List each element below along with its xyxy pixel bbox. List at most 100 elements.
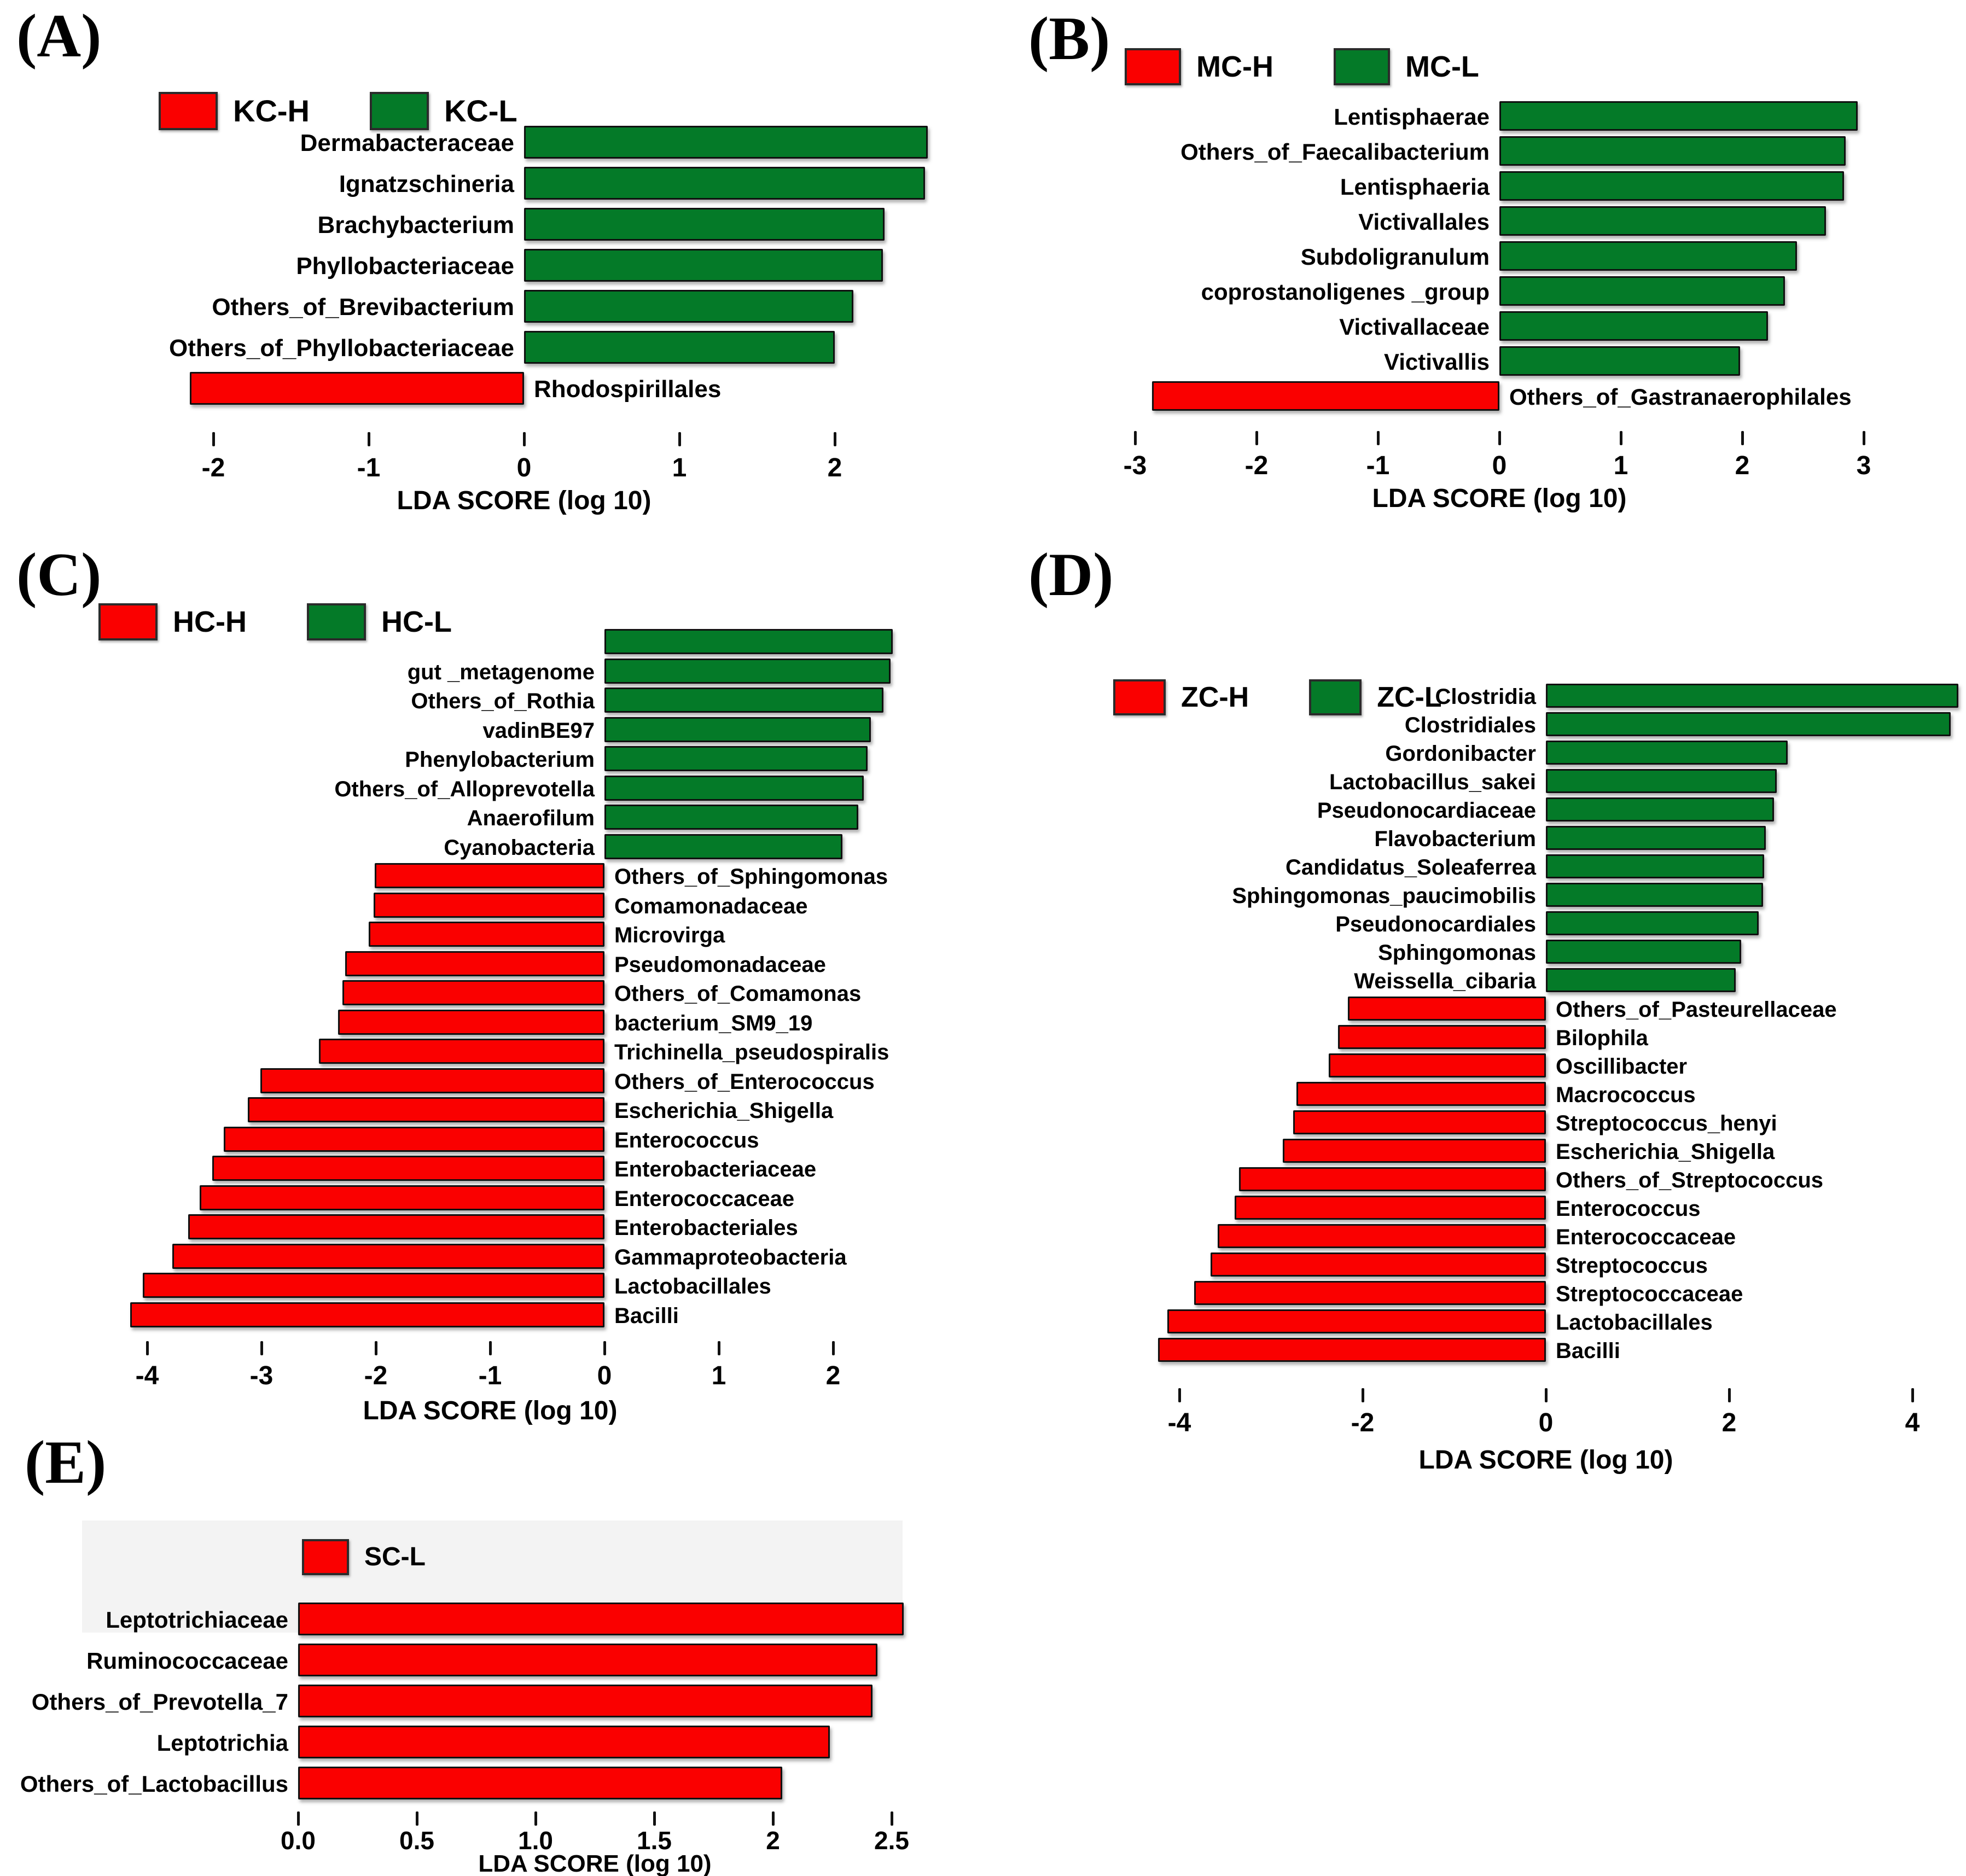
legend-label-MC-L: MC-L — [1405, 50, 1479, 83]
bar-label: Others_of_Sphingomonas — [614, 865, 888, 889]
bar-D-Bacilli — [1158, 1338, 1546, 1362]
bar-label: Dermabacteraceae — [300, 130, 514, 156]
bar-label: Enterococcaceae — [1556, 1225, 1736, 1249]
bar-D-Sphingomonas — [1546, 940, 1741, 964]
bar-B-Victivallales — [1499, 206, 1827, 236]
bar-C-gut _metagenome — [604, 658, 891, 684]
axis-tick-label: 0 — [516, 453, 532, 482]
legend-item-KC-L: KC-L — [369, 92, 517, 130]
bar-label: Weissella_cibaria — [1354, 969, 1536, 993]
legend-swatch-MC-L — [1333, 48, 1390, 85]
axis-tick-label: 0 — [1492, 451, 1507, 480]
axis-tick-label: -4 — [135, 1361, 159, 1390]
bar-A-Ignatzschineria — [524, 167, 925, 200]
bar-A-Others_of_Phyllobacteriaceae — [524, 331, 835, 364]
bar-label: Macrococcus — [1556, 1083, 1696, 1107]
bar-label: Others_of_Comamonas — [614, 982, 862, 1006]
legend-item-ZC-H: ZC-H — [1113, 679, 1249, 715]
legend-item-KC-H: KC-H — [159, 92, 310, 130]
legend-label-HC-H: HC-H — [173, 605, 247, 638]
axis-tick-label: 2 — [1735, 451, 1750, 480]
axis-title-E: LDA SCORE (log 10) — [478, 1850, 712, 1876]
bar-label: Ignatzschineria — [339, 171, 514, 197]
axis-tick-label: 0 — [1538, 1408, 1554, 1437]
bar-label: Others_of_Gastranaerophilales — [1509, 384, 1852, 410]
bar-label: Victivallis — [1383, 349, 1490, 375]
panel-letter-E: (E) — [25, 1429, 107, 1496]
axis-tick — [603, 1341, 606, 1355]
bar-label: Others_of_Prevotella_7 — [31, 1689, 288, 1715]
bar-D-Escherichia_Shigella — [1283, 1139, 1546, 1163]
bar-label: Oscillibacter — [1556, 1054, 1688, 1079]
axis-tick — [1544, 1388, 1548, 1402]
bar-label: Bilophila — [1556, 1026, 1648, 1050]
bar-D-Enterococcaceae — [1218, 1224, 1546, 1248]
bar-label: Escherichia_Shigella — [1556, 1140, 1775, 1164]
bar-label: Gordonibacter — [1385, 742, 1536, 766]
axis-tick — [831, 1341, 835, 1355]
bar-A-Brachybacterium — [524, 208, 885, 241]
bar-label: Streptococcaceae — [1556, 1282, 1743, 1306]
legend-item-HC-L: HC-L — [306, 603, 452, 640]
axis-tick-label: -1 — [478, 1361, 502, 1390]
bar-E-Others_of_Prevotella_7 — [298, 1685, 873, 1717]
axis-tick — [833, 432, 836, 446]
legend-item-MC-H: MC-H — [1125, 48, 1273, 85]
axis-tick — [374, 1341, 377, 1355]
bar-C-Others_of_Sphingomonas — [374, 863, 604, 888]
legend-swatch-KC-L — [369, 92, 429, 130]
legend-label-ZC-H: ZC-H — [1181, 681, 1249, 713]
bar-label: Lentisphaerae — [1334, 104, 1490, 130]
bar-label: Clostridia — [1435, 685, 1536, 709]
axis-tick — [212, 432, 215, 446]
bar-label: Brachybacterium — [317, 212, 514, 238]
panel-letter-C: (C) — [16, 541, 102, 609]
bar-C-Gammaproteobacteria — [172, 1243, 604, 1269]
axis-tick-label: -4 — [1167, 1408, 1191, 1437]
bar-D-Flavobacterium — [1546, 826, 1766, 850]
bar-C-Escherichia_Shigella — [247, 1097, 604, 1122]
bar-label: Pseudonocardiales — [1335, 912, 1536, 936]
axis-tick-label: 2 — [825, 1361, 841, 1390]
axis-tick-label: 0 — [597, 1361, 612, 1390]
axis-tick — [678, 432, 681, 446]
bar-label: Victivallaceae — [1339, 314, 1490, 340]
bar-B-Subdoligranulum — [1499, 241, 1797, 271]
legend-item-ZC-L: ZC-L — [1309, 679, 1442, 715]
axis-tick — [1178, 1388, 1181, 1402]
bar-D-Candidatus_Soleaferrea — [1546, 854, 1764, 878]
legend-swatch-HC-H — [98, 603, 158, 640]
bar-label: Sphingomonas — [1378, 941, 1536, 965]
bar-C-Trichinella_pseudospiralis — [318, 1039, 604, 1064]
bar-A-Phyllobacteriaceae — [524, 249, 883, 282]
bar-C-Phenylobacterium — [604, 746, 868, 771]
bar-C-Enterococcaceae — [200, 1185, 604, 1210]
bar-label: Others_of_Phyllobacteriaceae — [169, 335, 514, 362]
axis-tick — [415, 1811, 418, 1826]
panel-letter-D: (D) — [1028, 541, 1114, 609]
axis-tick — [890, 1811, 893, 1826]
axis-tick — [1361, 1388, 1364, 1402]
bar-label: Others_of_Rothia — [411, 689, 595, 713]
bar-C-Enterobacteriaceae — [212, 1156, 604, 1181]
bar-B-Lentisphaeria — [1499, 171, 1845, 201]
bar-C-Others_of_Enterococcus — [260, 1068, 604, 1093]
axis-tick — [1741, 431, 1744, 445]
legend-swatch-SC-L — [302, 1539, 349, 1575]
bar-B-coprostanoligenes _group — [1499, 276, 1785, 306]
axis-tick — [1133, 431, 1137, 445]
bar-C-Microvirga — [369, 922, 604, 947]
bar-B-Victivallis — [1499, 346, 1740, 376]
bar-B-Lentisphaerae — [1499, 101, 1858, 131]
axis-title-D: LDA SCORE (log 10) — [1418, 1446, 1673, 1475]
legend-D: ZC-H ZC-L — [1113, 679, 1442, 715]
bar-label: Others_of_Lactobacillus — [20, 1771, 288, 1797]
bar-label: Sphingomonas_paucimobilis — [1232, 884, 1536, 908]
axis-tick — [717, 1341, 720, 1355]
bar-D-Lactobacillus_sakei — [1546, 769, 1777, 793]
bar-label: Others_of_Brevibacterium — [212, 294, 514, 321]
legend-swatch-ZC-L — [1309, 679, 1362, 715]
axis-tick — [296, 1811, 300, 1826]
axis-tick-label: -2 — [364, 1361, 388, 1390]
